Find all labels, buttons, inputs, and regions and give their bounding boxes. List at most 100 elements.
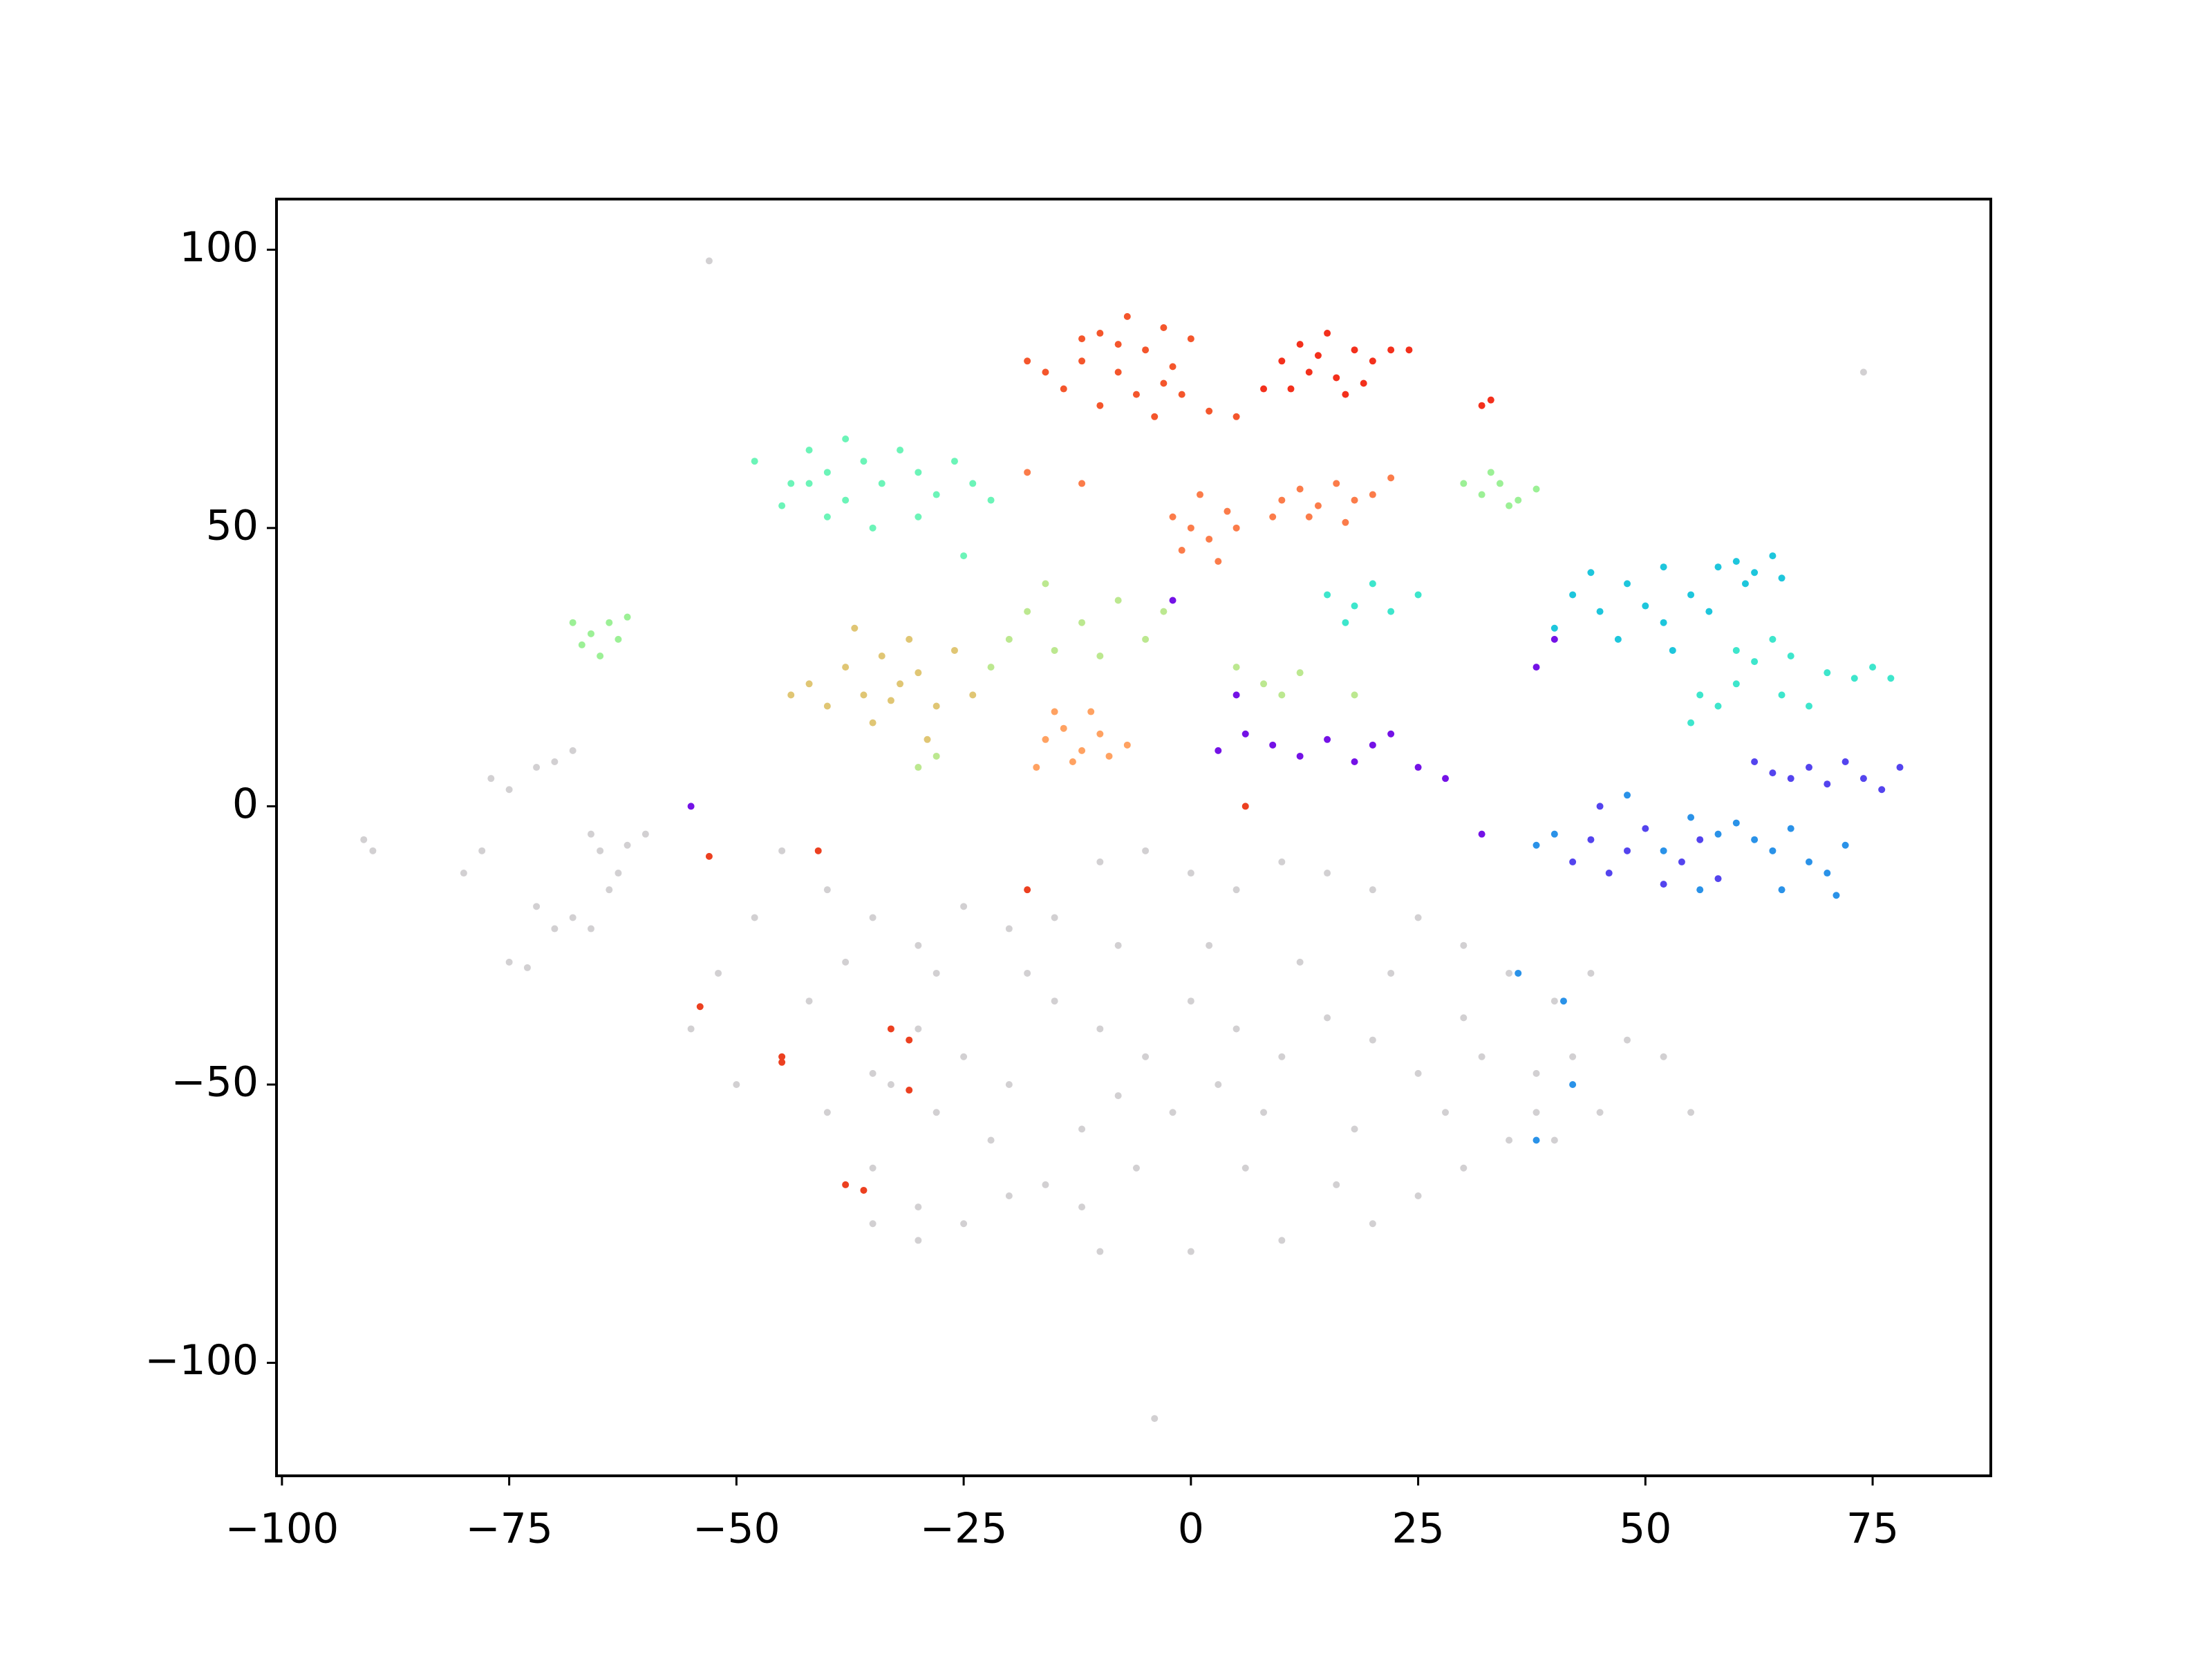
point xyxy=(842,664,850,671)
point xyxy=(1096,653,1104,660)
point xyxy=(1369,886,1376,894)
point xyxy=(1624,791,1631,799)
point xyxy=(1305,368,1313,376)
point xyxy=(1051,914,1058,921)
point xyxy=(1533,1136,1540,1144)
point xyxy=(1187,870,1194,877)
point xyxy=(1151,413,1159,420)
point xyxy=(1596,608,1604,615)
point xyxy=(932,752,940,760)
point xyxy=(915,1237,922,1244)
point xyxy=(615,870,622,877)
point xyxy=(823,1109,831,1116)
point xyxy=(1296,752,1304,760)
point xyxy=(1550,830,1558,838)
point xyxy=(1142,346,1150,354)
point xyxy=(1569,1080,1577,1088)
point xyxy=(1487,469,1494,476)
point xyxy=(578,641,585,648)
point xyxy=(778,1053,786,1060)
point xyxy=(606,619,613,626)
point xyxy=(960,903,968,910)
point xyxy=(1769,847,1777,854)
point xyxy=(778,1058,786,1066)
point xyxy=(478,847,486,854)
point xyxy=(1550,997,1558,1005)
point xyxy=(1206,535,1213,543)
point xyxy=(1096,1025,1104,1033)
point xyxy=(460,870,467,877)
x-tick-label: −75 xyxy=(465,1505,553,1553)
point xyxy=(1296,669,1304,677)
point xyxy=(1859,368,1867,376)
point xyxy=(1005,1192,1013,1200)
point xyxy=(1278,691,1286,699)
point xyxy=(1215,747,1222,754)
point xyxy=(1478,830,1485,838)
point xyxy=(1369,491,1376,498)
point xyxy=(823,702,831,710)
point xyxy=(1506,502,1513,509)
point xyxy=(1387,969,1395,977)
point xyxy=(1169,1109,1177,1116)
point xyxy=(987,664,995,671)
axes-frame xyxy=(275,198,1992,1477)
point xyxy=(1278,858,1286,865)
point xyxy=(1342,391,1349,398)
point xyxy=(887,1025,894,1033)
point xyxy=(1278,357,1286,365)
point xyxy=(1859,775,1867,782)
point xyxy=(1187,1248,1194,1255)
point xyxy=(1787,653,1794,660)
x-tick-label: −25 xyxy=(920,1505,1008,1553)
point xyxy=(1869,664,1877,671)
point xyxy=(1024,357,1031,365)
point xyxy=(1559,997,1567,1005)
point xyxy=(1187,997,1194,1005)
point xyxy=(1732,819,1740,827)
point xyxy=(878,653,885,660)
point xyxy=(1778,886,1785,894)
point xyxy=(1269,513,1277,521)
point xyxy=(1132,1164,1140,1172)
point xyxy=(1215,558,1222,565)
point xyxy=(932,1109,940,1116)
point xyxy=(1887,675,1895,682)
y-tick-label: −50 xyxy=(171,1058,259,1107)
point xyxy=(587,925,594,932)
point xyxy=(1351,346,1358,354)
point xyxy=(1169,597,1177,604)
point xyxy=(1841,758,1849,766)
point xyxy=(915,764,922,771)
point xyxy=(1533,841,1540,849)
point xyxy=(1414,914,1422,921)
point xyxy=(1478,491,1485,498)
plot-area xyxy=(360,257,1904,1423)
point xyxy=(1033,764,1040,771)
point xyxy=(1078,480,1086,487)
point xyxy=(1387,474,1395,482)
point xyxy=(787,480,795,487)
point xyxy=(1787,825,1794,832)
point xyxy=(924,735,931,743)
point xyxy=(1751,758,1759,766)
point xyxy=(878,480,885,487)
point xyxy=(1642,602,1649,610)
point xyxy=(1660,619,1667,626)
point xyxy=(1087,708,1095,715)
point xyxy=(533,764,541,771)
point xyxy=(1614,635,1622,643)
point xyxy=(1114,1092,1122,1100)
point xyxy=(505,958,513,966)
point xyxy=(1478,402,1485,409)
point xyxy=(606,886,613,894)
point xyxy=(1142,847,1150,854)
point xyxy=(897,680,904,688)
point xyxy=(1078,747,1086,754)
y-tick-label: 50 xyxy=(206,501,259,550)
point xyxy=(505,786,513,794)
point xyxy=(1224,507,1231,515)
point xyxy=(1051,997,1058,1005)
point xyxy=(1714,830,1722,838)
